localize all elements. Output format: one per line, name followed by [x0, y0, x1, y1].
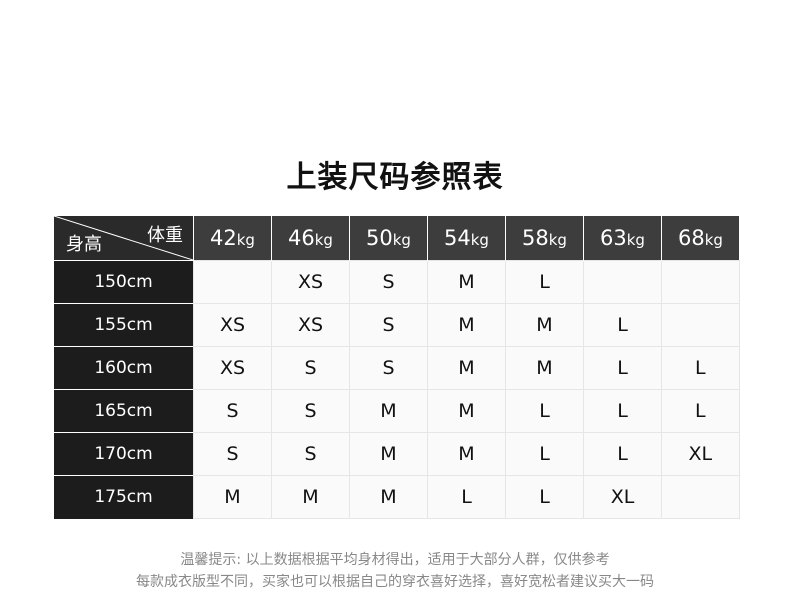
size-cell: M — [427, 389, 506, 433]
height-cell: 155cm — [54, 303, 194, 347]
table-row: 165cm S S M M L L L — [54, 389, 740, 433]
weight-value: 46 — [288, 226, 315, 250]
weight-unit: kg — [314, 231, 333, 249]
size-cell — [661, 303, 740, 347]
weight-header: 50kg — [349, 216, 428, 261]
header-row: 体重 身高 42kg 46kg 50kg 54kg 58kg 63kg 68kg — [54, 216, 739, 261]
height-cell: 150cm — [54, 260, 194, 304]
weight-value: 42 — [210, 226, 237, 250]
weight-header: 46kg — [271, 216, 350, 261]
height-cell: 170cm — [54, 432, 194, 476]
size-cell: M — [427, 346, 506, 390]
table-row: 155cm XS XS S M M L — [54, 303, 740, 347]
size-cell: XL — [583, 475, 662, 519]
size-cell: L — [661, 346, 740, 390]
size-cell: M — [349, 475, 428, 519]
size-cell: L — [505, 432, 584, 476]
size-cell: XL — [661, 432, 740, 476]
size-cell: XS — [271, 303, 350, 347]
size-cell: L — [505, 475, 584, 519]
weight-value: 68 — [678, 226, 705, 250]
table-row: 150cm XS S M L — [54, 260, 740, 304]
weight-unit: kg — [470, 231, 489, 249]
size-chart-table: 体重 身高 42kg 46kg 50kg 54kg 58kg 63kg 68kg 150cm… — [54, 216, 740, 519]
height-label: 身高 — [66, 234, 102, 255]
weight-value: 63 — [600, 226, 627, 250]
weight-header: 42kg — [193, 216, 272, 261]
weight-unit: kg — [236, 231, 255, 249]
size-cell: L — [583, 389, 662, 433]
note-line-2: 每款成衣版型不同，买家也可以根据自己的穿衣喜好选择，喜好宽松者建议买大一码 — [136, 574, 654, 590]
size-cell: M — [505, 346, 584, 390]
size-cell: L — [583, 303, 662, 347]
size-cell: M — [505, 303, 584, 347]
corner-cell: 体重 身高 — [54, 216, 194, 261]
size-cell: L — [505, 260, 584, 304]
size-cell: S — [349, 303, 428, 347]
size-cell: M — [427, 260, 506, 304]
weight-label: 体重 — [147, 225, 183, 246]
size-cell: S — [349, 346, 428, 390]
size-cell: M — [427, 303, 506, 347]
weight-unit: kg — [704, 231, 723, 249]
size-cell: L — [427, 475, 506, 519]
weight-unit: kg — [548, 231, 567, 249]
table-row: 175cm M M M L L XL — [54, 475, 740, 519]
size-cell: S — [271, 389, 350, 433]
size-cell — [661, 260, 740, 304]
size-cell: M — [193, 475, 272, 519]
size-cell: M — [427, 432, 506, 476]
size-cell: M — [349, 389, 428, 433]
weight-header: 58kg — [505, 216, 584, 261]
size-cell: L — [505, 389, 584, 433]
weight-value: 58 — [522, 226, 549, 250]
size-cell: S — [271, 432, 350, 476]
weight-value: 54 — [444, 226, 471, 250]
size-cell: M — [271, 475, 350, 519]
size-cell: M — [349, 432, 428, 476]
note-line-1: 温馨提示: 以上数据根据平均身材得出，适用于大部分人群，仅供参考 — [180, 552, 610, 568]
height-cell: 165cm — [54, 389, 194, 433]
size-cell — [661, 475, 740, 519]
weight-header: 68kg — [661, 216, 739, 261]
size-cell: S — [193, 432, 272, 476]
height-cell: 160cm — [54, 346, 194, 390]
table-row: 160cm XS S S M M L L — [54, 346, 740, 390]
size-cell: XS — [271, 260, 350, 304]
weight-header: 63kg — [583, 216, 662, 261]
weight-header: 54kg — [427, 216, 506, 261]
size-cell — [583, 260, 662, 304]
size-cell: S — [349, 260, 428, 304]
size-cell: S — [271, 346, 350, 390]
page-title: 上装尺码参照表 — [286, 160, 504, 195]
size-cell: S — [193, 389, 272, 433]
size-cell: XS — [193, 303, 272, 347]
diagonal-divider — [54, 216, 193, 260]
size-cell — [193, 260, 272, 304]
size-cell: XS — [193, 346, 272, 390]
weight-value: 50 — [366, 226, 393, 250]
weight-unit: kg — [392, 231, 411, 249]
weight-unit: kg — [626, 231, 645, 249]
size-cell: L — [583, 432, 662, 476]
height-cell: 175cm — [54, 475, 194, 519]
size-cell: L — [661, 389, 740, 433]
size-cell: L — [583, 346, 662, 390]
table-row: 170cm S S M M L L XL — [54, 432, 740, 476]
